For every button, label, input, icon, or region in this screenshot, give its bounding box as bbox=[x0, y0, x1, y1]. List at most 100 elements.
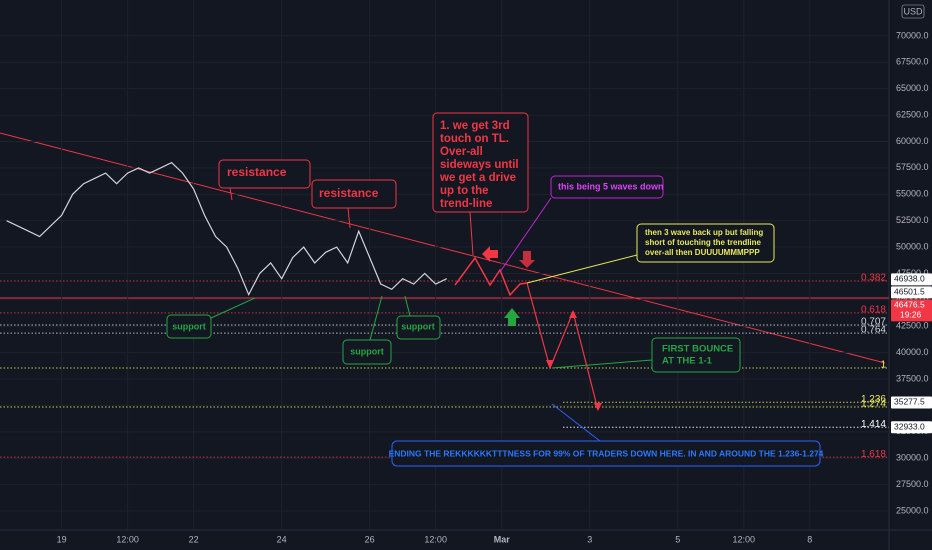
y-tick-label: 27500.0 bbox=[896, 479, 929, 489]
y-tick-label: 67500.0 bbox=[896, 57, 929, 67]
connector bbox=[404, 295, 411, 317]
y-tick-label: 70000.0 bbox=[896, 30, 929, 40]
price-tag-label: 32933.0 bbox=[894, 421, 925, 431]
connector bbox=[369, 295, 383, 341]
price bbox=[6, 161, 447, 297]
price-tag-label: 35277.5 bbox=[894, 397, 925, 407]
red-arrow bbox=[519, 251, 535, 268]
note-box bbox=[432, 112, 529, 213]
y-tick-label: 50000.0 bbox=[896, 241, 929, 251]
note-line: then 3 wave back up but falling bbox=[645, 228, 763, 237]
red-arrow bbox=[482, 246, 498, 262]
y-tick-label: 42500.0 bbox=[896, 321, 929, 331]
x-tick-label: 22 bbox=[189, 534, 199, 544]
x-tick-label: 5 bbox=[675, 534, 680, 544]
price-tag-label: 46476.5 bbox=[894, 300, 925, 310]
x-tick-label: 12:00 bbox=[424, 534, 447, 544]
note: this being 5 waves down bbox=[558, 181, 664, 191]
price-tag bbox=[891, 299, 932, 322]
note-box bbox=[636, 223, 775, 263]
note: support bbox=[172, 321, 206, 331]
y-tick-label: 30000.0 bbox=[896, 453, 929, 463]
y-tick-label: 55000.0 bbox=[896, 189, 929, 199]
note-box bbox=[550, 175, 664, 199]
currency-box[interactable] bbox=[901, 4, 925, 19]
note-line: AT THE 1-1 bbox=[662, 356, 713, 367]
projection-drop bbox=[526, 282, 599, 411]
note-line: over-all then DUUUUMMMPPP bbox=[645, 248, 760, 257]
connector bbox=[347, 207, 351, 229]
fib-label: 1.236 bbox=[861, 394, 886, 405]
connector bbox=[229, 187, 233, 201]
x-tick-label: 12:00 bbox=[116, 534, 139, 544]
note: support bbox=[401, 321, 435, 331]
connector bbox=[526, 254, 638, 284]
y-tick-label: 45000.0 bbox=[896, 294, 929, 304]
price-tag-time: 19:26 bbox=[900, 310, 922, 320]
fib-label: 0.382 bbox=[861, 273, 886, 284]
arrow-head bbox=[546, 360, 554, 369]
note-box bbox=[311, 179, 397, 209]
x-tick-label: 24 bbox=[277, 534, 287, 544]
note-line: 1. we get 3rd bbox=[440, 120, 510, 132]
note: resistance bbox=[227, 165, 287, 179]
price-tag bbox=[891, 273, 932, 286]
y-tick-label: 57500.0 bbox=[896, 162, 929, 172]
price-line bbox=[6, 161, 447, 297]
price-tag-label: 46501.5 bbox=[894, 287, 925, 297]
y-tick-label: 65000.0 bbox=[896, 83, 929, 93]
fib-label: 1.618 bbox=[861, 449, 886, 460]
fib-levels bbox=[0, 0, 889, 530]
arrow-head bbox=[594, 403, 602, 411]
y-tick-label: 47500.0 bbox=[896, 268, 929, 278]
note-box bbox=[342, 339, 392, 365]
fib-label: 0.707 bbox=[861, 317, 886, 328]
trendline bbox=[0, 132, 886, 364]
currency: USD bbox=[903, 6, 923, 16]
note-line: FIRST BOUNCE bbox=[662, 344, 733, 355]
note: ENDING THE REKKKKKKTTTNESS FOR 99% OF TR… bbox=[389, 448, 824, 458]
fib-label: 1 bbox=[880, 360, 886, 371]
fib-label: 0.618 bbox=[861, 305, 886, 316]
connector bbox=[499, 197, 552, 273]
note-box bbox=[218, 159, 311, 189]
connector bbox=[551, 359, 653, 369]
x-tick-label: Mar bbox=[494, 534, 511, 544]
price-tag bbox=[891, 396, 932, 409]
y-tick-label: 25000.0 bbox=[896, 505, 929, 515]
note-line: touch on TL. bbox=[440, 133, 509, 145]
x-tick-label: 8 bbox=[807, 534, 812, 544]
fib-label: 0.764 bbox=[861, 325, 886, 336]
connector bbox=[210, 297, 256, 319]
x-tick-label: 12:00 bbox=[733, 534, 756, 544]
x-tick-label: 3 bbox=[587, 534, 592, 544]
note: resistance bbox=[319, 186, 379, 200]
fib-label: 1.274 bbox=[861, 399, 886, 410]
note-line: trend-line bbox=[440, 198, 492, 210]
note-line: we get a drive bbox=[439, 172, 516, 184]
x-tick-label: 26 bbox=[365, 534, 375, 544]
note: support bbox=[350, 346, 384, 356]
note-box bbox=[396, 315, 441, 340]
arrow-head bbox=[569, 310, 577, 318]
connector bbox=[469, 211, 474, 256]
price-tag bbox=[891, 421, 932, 434]
note-box bbox=[166, 314, 212, 339]
note-line: up to the bbox=[440, 185, 489, 197]
note-line: short of touching the trendline bbox=[645, 238, 762, 247]
y-tick-label: 37500.0 bbox=[896, 373, 929, 383]
projection-waves bbox=[454, 256, 528, 297]
note-box bbox=[651, 337, 741, 373]
y-tick-label: 52500.0 bbox=[896, 215, 929, 225]
green-arrow bbox=[504, 308, 520, 326]
note-line: Over-all bbox=[440, 146, 483, 158]
note-line: sideways until bbox=[440, 159, 519, 171]
x-tick-label: 19 bbox=[57, 534, 67, 544]
price-tag-label: 46938.0 bbox=[894, 274, 925, 284]
connector bbox=[551, 403, 601, 442]
